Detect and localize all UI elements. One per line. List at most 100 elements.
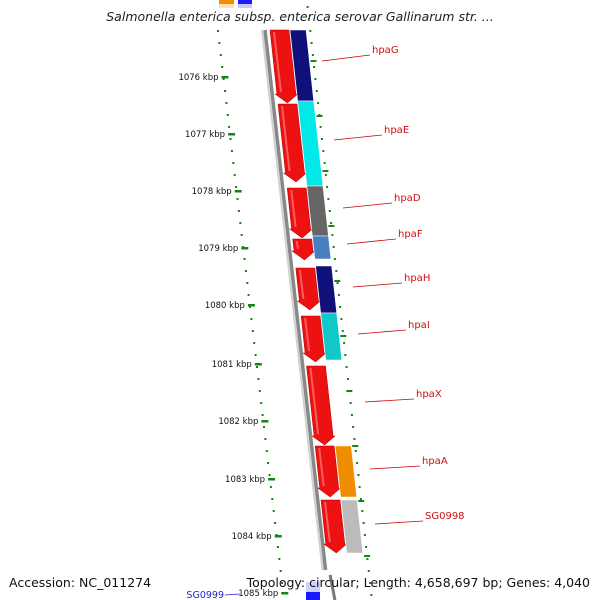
ring-dot-left <box>228 126 231 128</box>
backbone-shadow <box>261 29 324 571</box>
ring-dot-right <box>367 570 370 572</box>
cds-track <box>269 29 348 554</box>
tick-mark-right <box>316 115 323 117</box>
tick-label: 1082 kbp <box>218 417 258 427</box>
leader-line <box>346 238 397 245</box>
ring-dot-left <box>278 558 281 560</box>
ring-dot-left <box>230 150 233 152</box>
ring-dot-left <box>260 402 263 404</box>
gene-label-hpai[interactable]: hpaI <box>408 320 430 331</box>
ring-dot-left <box>229 138 232 140</box>
ring-dot-right <box>336 282 339 284</box>
cds-highlight <box>304 317 311 352</box>
leader-line <box>369 465 421 470</box>
gene-label-hpae[interactable]: hpaE <box>384 125 409 136</box>
tick-mark-right <box>352 445 359 447</box>
ring-dot-right <box>350 414 353 416</box>
ring-dot-left <box>243 258 246 260</box>
backbone <box>261 29 337 600</box>
tick-label: 1081 kbp <box>212 360 252 370</box>
cds-arrow <box>291 238 316 261</box>
partial-leader-line <box>224 593 241 596</box>
cog-box-sg0998 <box>340 499 364 554</box>
ring-dot-left <box>244 270 247 272</box>
ring-dot-right <box>319 126 322 128</box>
cds-arrow <box>300 315 327 363</box>
cog-box-hpaa <box>334 445 357 498</box>
ring-dot-right <box>335 270 338 272</box>
tick-mark <box>274 535 282 538</box>
ring-dot-right <box>315 90 318 92</box>
tick-mark-right <box>322 170 329 172</box>
ring-dot-left <box>235 186 238 188</box>
ring-dot-right <box>354 450 357 452</box>
tick-marks: 1076 kbp 1077 kbp 1078 kbp 1079 kbp 1080 kbp… <box>178 60 371 599</box>
partial-features-bottom: SG0999 <box>186 582 320 600</box>
ring-dot-left <box>236 198 239 200</box>
tick-mark-right <box>328 225 335 227</box>
tick-mark <box>254 363 262 366</box>
gene-label-hpax[interactable]: hpaX <box>416 389 442 400</box>
ring-dot-right <box>345 366 348 368</box>
tick-label: 1080 kbp <box>205 301 245 311</box>
ring-dot-left <box>274 522 277 524</box>
ring-dot-right <box>357 474 360 476</box>
cds-highlight <box>281 105 291 172</box>
tick-ring-right <box>306 6 373 596</box>
gene-label-hpag[interactable]: hpaG <box>372 45 399 56</box>
ring-dot-right <box>327 198 330 200</box>
cog-box-hpaf <box>312 235 332 260</box>
gene-label-hpad[interactable]: hpaD <box>394 193 421 204</box>
ring-dot-right <box>326 186 329 188</box>
ring-dot-right <box>307 18 310 20</box>
ring-dot-right <box>314 78 317 80</box>
ring-dot-right <box>362 522 365 524</box>
ring-dot-right <box>306 6 309 8</box>
cds-arrow <box>314 445 342 498</box>
ring-dot-left <box>232 162 235 164</box>
tick-label: 1083 kbp <box>225 475 265 485</box>
tick-label: 1076 kbp <box>178 73 218 83</box>
ring-dot-right <box>344 354 347 356</box>
ring-dot-right <box>352 426 355 428</box>
cds-arrow <box>306 365 336 446</box>
partial-blue-shade <box>238 4 252 8</box>
gene-label-hpaa[interactable]: hpaA <box>422 456 448 467</box>
ring-dot-left <box>257 378 260 380</box>
ring-dot-left <box>258 390 261 392</box>
ring-dot-right <box>311 54 314 56</box>
ring-dot-left <box>239 222 242 224</box>
ring-dot-left <box>254 354 257 356</box>
ring-dot-left <box>249 306 251 308</box>
tick-label: 1078 kbp <box>192 187 232 197</box>
partial-gene-label[interactable]: SG0999 <box>186 590 224 600</box>
ring-dot-right <box>333 258 336 260</box>
partial-blue-box <box>238 0 252 4</box>
gene-label-hpaf[interactable]: hpaF <box>398 229 423 240</box>
ring-dot-right <box>330 222 333 224</box>
tick-mark-right <box>340 335 347 337</box>
gene-label-hpah[interactable]: hpaH <box>404 273 430 284</box>
ring-dot-left <box>217 30 219 32</box>
backbone-line-bottom <box>328 574 337 600</box>
ring-dot-right <box>365 546 368 548</box>
ring-dot-left <box>247 294 250 296</box>
backbone-line <box>263 29 328 571</box>
cds-arrow <box>320 499 348 554</box>
cds-arrow <box>295 267 322 311</box>
ring-dot-left <box>250 318 253 320</box>
cds-highlight <box>324 501 331 543</box>
ring-dot-left <box>268 474 271 476</box>
tick-label: 1079 kbp <box>198 244 238 254</box>
ring-dot-left <box>219 54 222 56</box>
cog-box-hpai <box>320 312 343 361</box>
partial-orange-shade <box>219 4 234 8</box>
ring-dot-right <box>332 246 335 248</box>
ring-dot-right <box>343 342 346 344</box>
tick-mark-right <box>334 280 341 282</box>
ring-dot-left <box>246 282 249 284</box>
gene-label-sg0998[interactable]: SG0998 <box>425 511 465 522</box>
cds-highlight <box>295 240 299 250</box>
tick-mark <box>228 133 236 136</box>
